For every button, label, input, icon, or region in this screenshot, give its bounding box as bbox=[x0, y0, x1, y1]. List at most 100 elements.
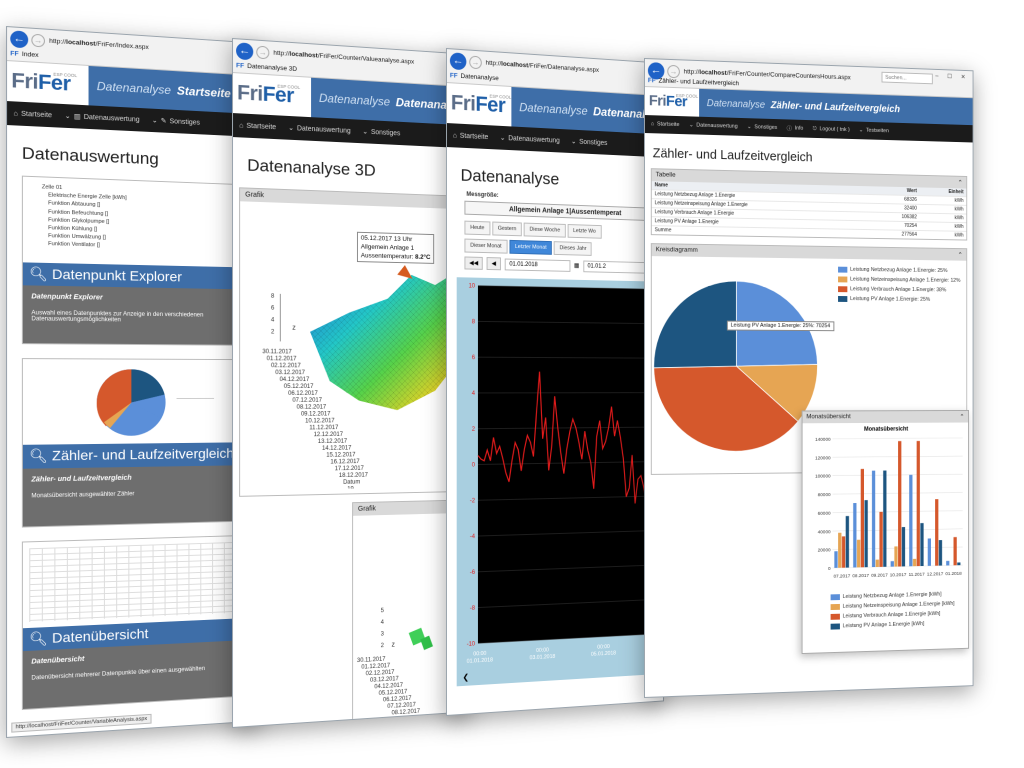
range-button-gestern[interactable]: Gestern bbox=[492, 222, 522, 237]
menu-item-datenauswertung[interactable]: ⌄ Datenauswertung bbox=[500, 134, 560, 145]
date-tick-label: 03.12.2017 bbox=[275, 370, 305, 376]
home-icon: ⌂ bbox=[239, 122, 243, 129]
legend-item[interactable]: Leistung PV Anlage 1.Energie [kWh] bbox=[831, 620, 968, 630]
gridline bbox=[832, 511, 962, 513]
x-tick-date: 01.01.2018 bbox=[467, 657, 493, 665]
bar bbox=[894, 546, 897, 566]
menu-item-testseiten[interactable]: ⌄ Testseiten bbox=[859, 127, 889, 134]
legend-swatch bbox=[838, 296, 847, 302]
y-tick-label: -2 bbox=[470, 498, 475, 504]
menu-item-sonstiges[interactable]: ⌄ Sonstiges bbox=[747, 124, 777, 131]
bar bbox=[872, 471, 875, 567]
chevron-down-icon: ⌄ bbox=[500, 134, 506, 142]
menu-item-sonstiges[interactable]: ⌄ ✎ Sonstiges bbox=[152, 116, 200, 126]
range-button-letzter-monat[interactable]: Letzter Monat bbox=[509, 240, 552, 255]
range-button-dieser-monat[interactable]: Dieser Monat bbox=[464, 239, 507, 254]
address-bar[interactable]: http://localhost/FriFer/Datenanalyse.asp… bbox=[486, 57, 658, 81]
menu-item-startseite[interactable]: ⌂ Startseite bbox=[453, 132, 489, 141]
date-range-row: ◀◀ ◀ 01.01.2018 ▦ 01.01.2 bbox=[464, 256, 663, 274]
scroll-left-icon[interactable]: ❮ bbox=[463, 673, 469, 682]
menu-item-sonstiges[interactable]: ⌄ Sonstiges bbox=[571, 137, 607, 147]
page-title: Datenauswertung bbox=[22, 144, 260, 174]
date-tick-label: 05.12.2017 bbox=[284, 384, 314, 390]
menu-item-datenauswertung[interactable]: ⌄ ▥ Datenauswertung bbox=[65, 112, 140, 124]
card-datenpunkt-explorer[interactable]: Zelle 01 Elektrische Energie Zelle [kWh]… bbox=[22, 176, 246, 347]
legend-item[interactable]: Leistung Netzeinspeisung Anlage 1.Energi… bbox=[838, 276, 960, 283]
date-tick-label: 14.12.2017 bbox=[322, 445, 351, 451]
pie-slice bbox=[654, 280, 737, 368]
search-icon: 🔍︎ bbox=[29, 267, 48, 283]
previous-button[interactable]: ◀ bbox=[487, 257, 501, 270]
legend-item[interactable]: Leistung Netzbezug Anlage 1.Energie [kWh… bbox=[831, 591, 968, 600]
bar bbox=[928, 538, 931, 565]
cell-value: 277564 bbox=[872, 230, 919, 239]
chevron-down-icon: ⌄ bbox=[747, 124, 751, 130]
z-tick-label: 2 bbox=[381, 643, 384, 649]
card-zaehler-vergleich[interactable]: 🔍︎ Zähler- und Laufzeitvergleich Zähler- … bbox=[22, 358, 246, 527]
date-from-input[interactable]: 01.01.2018 bbox=[505, 258, 571, 271]
forward-arrow-icon[interactable]: → bbox=[31, 34, 45, 48]
tree-preview: Zelle 01 Elektrische Energie Zelle [kWh]… bbox=[42, 183, 127, 250]
cell-unit: kWh bbox=[920, 231, 967, 240]
collapse-icon[interactable]: ⌃ bbox=[958, 179, 963, 187]
menu-item-datenauswertung[interactable]: ⌄ Datenauswertung bbox=[288, 124, 351, 135]
menu-item-datenauswertung[interactable]: ⌄ Datenauswertung bbox=[689, 122, 738, 129]
menu-item-logout[interactable]: ⎋ Logout ( tnk ) bbox=[813, 126, 850, 134]
y-tick-label: 4 bbox=[472, 391, 476, 397]
menu-item-info[interactable]: ⓘ Info bbox=[787, 124, 804, 132]
legend-item[interactable]: Leistung Verbrauch Anlage 1.Energie [kWh… bbox=[831, 610, 968, 620]
y-tick-label: 60000 bbox=[818, 511, 831, 517]
chevron-down-icon: ⌄ bbox=[152, 116, 158, 124]
date-tick-label: 19 bbox=[347, 486, 353, 490]
calendar-icon[interactable]: ▦ bbox=[574, 262, 579, 269]
menu-item-sonstiges[interactable]: ⌄ Sonstiges bbox=[362, 128, 400, 138]
y-tick-label: 0 bbox=[828, 566, 831, 572]
frifer-logo: FriFer ESP COOL bbox=[7, 61, 88, 105]
legend-item[interactable]: Leistung Verbrauch Anlage 1.Energie: 38% bbox=[838, 286, 960, 293]
bar bbox=[946, 561, 949, 566]
date-to-input[interactable]: 01.01.2 bbox=[583, 260, 647, 273]
address-bar[interactable]: http://localhost/FriFer/Index.aspx bbox=[49, 35, 254, 61]
range-button-diese-woche[interactable]: Diese Woche bbox=[524, 223, 566, 238]
date-axis-ticks: 30.11.201701.12.201702.12.201703.12.2017… bbox=[357, 653, 445, 728]
y-tick-label: -10 bbox=[467, 641, 476, 648]
menu-item-startseite[interactable]: ⌂ Startseite bbox=[239, 122, 276, 131]
legend-item[interactable]: Leistung Netzbezug Anlage 1.Energie: 25% bbox=[838, 267, 960, 274]
z-tick-label: 5 bbox=[381, 608, 385, 614]
forward-arrow-icon[interactable]: → bbox=[256, 46, 269, 60]
date-tick-label: 30.11.2017 bbox=[262, 349, 291, 355]
monthly-bar-chart: 1400001200001000008000060000400002000000… bbox=[803, 432, 969, 590]
collapse-icon[interactable]: ⌃ bbox=[958, 251, 963, 259]
chevron-down-icon: ⌄ bbox=[859, 127, 863, 133]
panel-tabelle: Tabelle ⌃ Name Wert Einheit Leistung Netz… bbox=[651, 168, 967, 240]
z-tick-label: 4 bbox=[381, 620, 385, 626]
plot-area bbox=[478, 286, 661, 644]
bar bbox=[891, 561, 894, 567]
menu-item-startseite[interactable]: ⌂ Startseite bbox=[13, 110, 52, 119]
legend-item[interactable]: Leistung Netzeinspeisung Anlage 1.Energi… bbox=[831, 601, 968, 610]
address-bar[interactable]: http://localhost/FriFer/Counter/Valueana… bbox=[273, 47, 464, 72]
y-tick-label: -8 bbox=[470, 606, 476, 612]
pie-chart bbox=[652, 258, 823, 472]
chevron-down-icon: ⌄ bbox=[689, 122, 693, 128]
legend-swatch bbox=[831, 604, 840, 610]
rewind-button[interactable]: ◀◀ bbox=[464, 256, 483, 269]
range-button-heute[interactable]: Heute bbox=[464, 221, 490, 236]
browser-tab[interactable]: FF Index bbox=[10, 48, 38, 62]
collapse-icon[interactable]: ⌃ bbox=[960, 413, 965, 421]
menu-item-startseite[interactable]: ⌂ Startseite bbox=[651, 121, 680, 128]
forward-arrow-icon[interactable]: → bbox=[469, 56, 482, 70]
range-button-letzte-woche[interactable]: Letzte Wo bbox=[568, 224, 602, 239]
panel-grafik-3d: Grafik 8642z 30.11.2017 01.12.2017 02.12.2… bbox=[239, 187, 464, 497]
back-arrow-icon[interactable]: ← bbox=[450, 52, 466, 70]
legend-swatch bbox=[838, 276, 847, 282]
search-input[interactable]: Suchen... bbox=[882, 72, 933, 85]
window-controls[interactable]: – ☐ ✕ bbox=[935, 73, 969, 81]
legend-item[interactable]: Leistung PV Anlage 1.Energie: 25% bbox=[838, 296, 960, 303]
card-datenuebersicht[interactable]: 🔍︎ Datenübersicht Datenübersicht Datenübe… bbox=[22, 535, 246, 710]
back-arrow-icon[interactable]: ← bbox=[10, 30, 28, 48]
bar bbox=[876, 560, 879, 567]
range-button-dieses-jahr[interactable]: Dieses Jahr bbox=[554, 241, 592, 256]
back-arrow-icon[interactable]: ← bbox=[236, 42, 253, 60]
brand-word: Datenanalyse bbox=[319, 91, 390, 109]
